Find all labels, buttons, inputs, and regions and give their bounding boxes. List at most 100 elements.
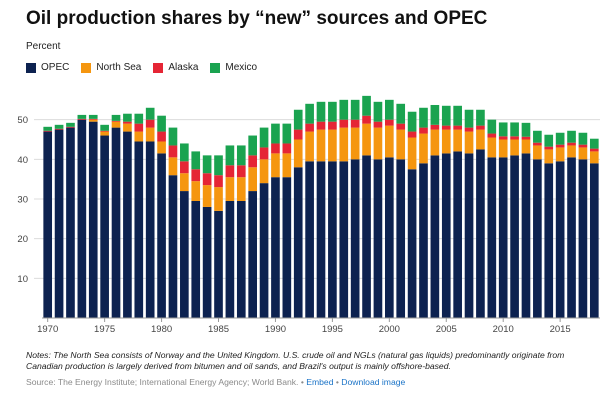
bar-segment-alaska <box>498 136 508 140</box>
bar-segment-alaska <box>305 123 314 132</box>
bar-segment-mexico <box>441 105 451 126</box>
download-image-link[interactable]: Download image <box>341 377 406 387</box>
legend-item-alaska: Alaska <box>153 62 198 73</box>
bar-segment-opec <box>510 155 519 318</box>
bar-segment-opec <box>407 169 417 318</box>
bar-segment-alaska <box>66 126 75 128</box>
bar-segment-alaska <box>259 147 269 160</box>
bar-segment-alaska <box>43 130 53 132</box>
legend-item-opec: OPEC <box>26 62 69 73</box>
bar-segment-opec <box>54 129 64 318</box>
bar-segment-alaska <box>339 119 349 128</box>
bar-segment-north-sea <box>464 131 474 154</box>
legend-label-opec: OPEC <box>41 62 70 73</box>
bar-segment-opec <box>339 161 349 318</box>
bar-segment-north-sea <box>88 119 98 122</box>
bar-segment-mexico <box>225 145 235 166</box>
legend-item-north-sea: North Sea <box>81 62 141 73</box>
bar-segment-opec <box>271 177 280 318</box>
bar-segment-alaska <box>441 125 451 130</box>
bar-segment-alaska <box>54 128 64 130</box>
bar-segment-north-sea <box>350 127 360 160</box>
notes-line-1: Notes: The North Sea consists of Norway … <box>26 350 565 360</box>
legend-label-north-sea: North Sea <box>96 62 142 73</box>
bar-segment-north-sea <box>567 145 576 158</box>
y-tick-label: 20 <box>17 234 28 245</box>
bar-segment-opec <box>396 159 406 318</box>
bar-segment-opec <box>589 163 599 318</box>
bar-segment-alaska <box>589 148 599 152</box>
bar-segment-opec <box>316 161 326 318</box>
bar-segment-opec <box>88 121 98 319</box>
bar-segment-opec <box>293 167 303 318</box>
embed-link[interactable]: Embed <box>306 377 334 387</box>
bar-segment-alaska <box>202 173 212 186</box>
bar-segment-mexico <box>339 99 349 120</box>
bar-segment-opec <box>305 161 314 318</box>
bar-segment-north-sea <box>430 129 440 156</box>
bar-segment-opec <box>145 141 155 318</box>
bar-segment-alaska <box>134 123 144 132</box>
x-tick-label: 2015 <box>550 324 571 335</box>
bar-segment-opec <box>191 200 201 318</box>
bar-segment-mexico <box>544 134 554 147</box>
bar-segment-opec <box>384 157 394 318</box>
bar-segment-mexico <box>498 122 508 137</box>
x-tick-label: 1970 <box>37 324 58 335</box>
bar-segment-north-sea <box>510 139 519 156</box>
bar-segment-mexico <box>487 119 497 134</box>
bar-segment-north-sea <box>191 181 201 201</box>
x-tick-label: 1975 <box>94 324 115 335</box>
bar-segment-alaska <box>510 136 519 140</box>
bar-segment-alaska <box>533 142 542 146</box>
bar-segment-mexico <box>362 95 371 116</box>
bar-segment-opec <box>498 157 508 318</box>
bar-segment-opec <box>168 175 178 318</box>
bar-segment-alaska <box>521 136 531 140</box>
bar-segment-north-sea <box>168 157 178 176</box>
bar-segment-alaska <box>396 123 406 130</box>
bar-segment-north-sea <box>134 131 144 142</box>
bar-segment-opec <box>282 177 292 318</box>
bar-segment-north-sea <box>419 133 428 164</box>
bar-segment-north-sea <box>487 137 497 158</box>
footer-separator: • <box>300 377 304 387</box>
legend-swatch-mexico <box>210 62 221 73</box>
bar-segment-opec <box>43 131 53 318</box>
bar-segment-mexico <box>180 143 189 162</box>
bar-segment-north-sea <box>123 123 132 132</box>
y-tick-label: 30 <box>17 195 28 206</box>
bar-segment-north-sea <box>202 185 212 207</box>
bar-segment-opec <box>202 206 212 318</box>
bar-segment-mexico <box>305 103 314 124</box>
bar-segment-alaska <box>100 130 109 132</box>
bar-segment-north-sea <box>589 151 599 164</box>
bar-segment-mexico <box>350 99 360 120</box>
bar-segment-alaska <box>111 120 121 122</box>
bar-segment-alaska <box>567 142 576 146</box>
bar-segment-opec <box>100 135 109 318</box>
bar-segment-mexico <box>589 138 599 149</box>
bar-segment-mexico <box>157 115 166 132</box>
bar-segment-north-sea <box>145 127 155 142</box>
bar-segment-opec <box>350 159 360 318</box>
bar-segment-mexico <box>77 114 87 119</box>
bar-segment-mexico <box>521 122 531 137</box>
bar-segment-mexico <box>123 113 132 122</box>
bar-segment-alaska <box>225 165 235 178</box>
bar-segment-alaska <box>271 143 280 154</box>
bar-segment-opec <box>533 159 542 318</box>
bar-segment-mexico <box>145 107 155 120</box>
bar-segment-alaska <box>180 161 189 174</box>
bar-segment-north-sea <box>259 159 269 184</box>
bar-segment-opec <box>567 157 576 318</box>
x-tick-label: 2010 <box>493 324 514 335</box>
chart-legend: OPEC North Sea Alaska Mexico <box>26 62 269 73</box>
bar-segment-opec <box>180 191 189 318</box>
bar-segment-mexico <box>43 126 53 131</box>
bar-segment-opec <box>123 131 132 318</box>
chart-notes: Notes: The North Sea consists of Norway … <box>26 350 600 372</box>
bar-segment-alaska <box>248 155 258 168</box>
bar-segment-mexico <box>282 123 292 144</box>
bar-segment-mexico <box>373 101 383 122</box>
